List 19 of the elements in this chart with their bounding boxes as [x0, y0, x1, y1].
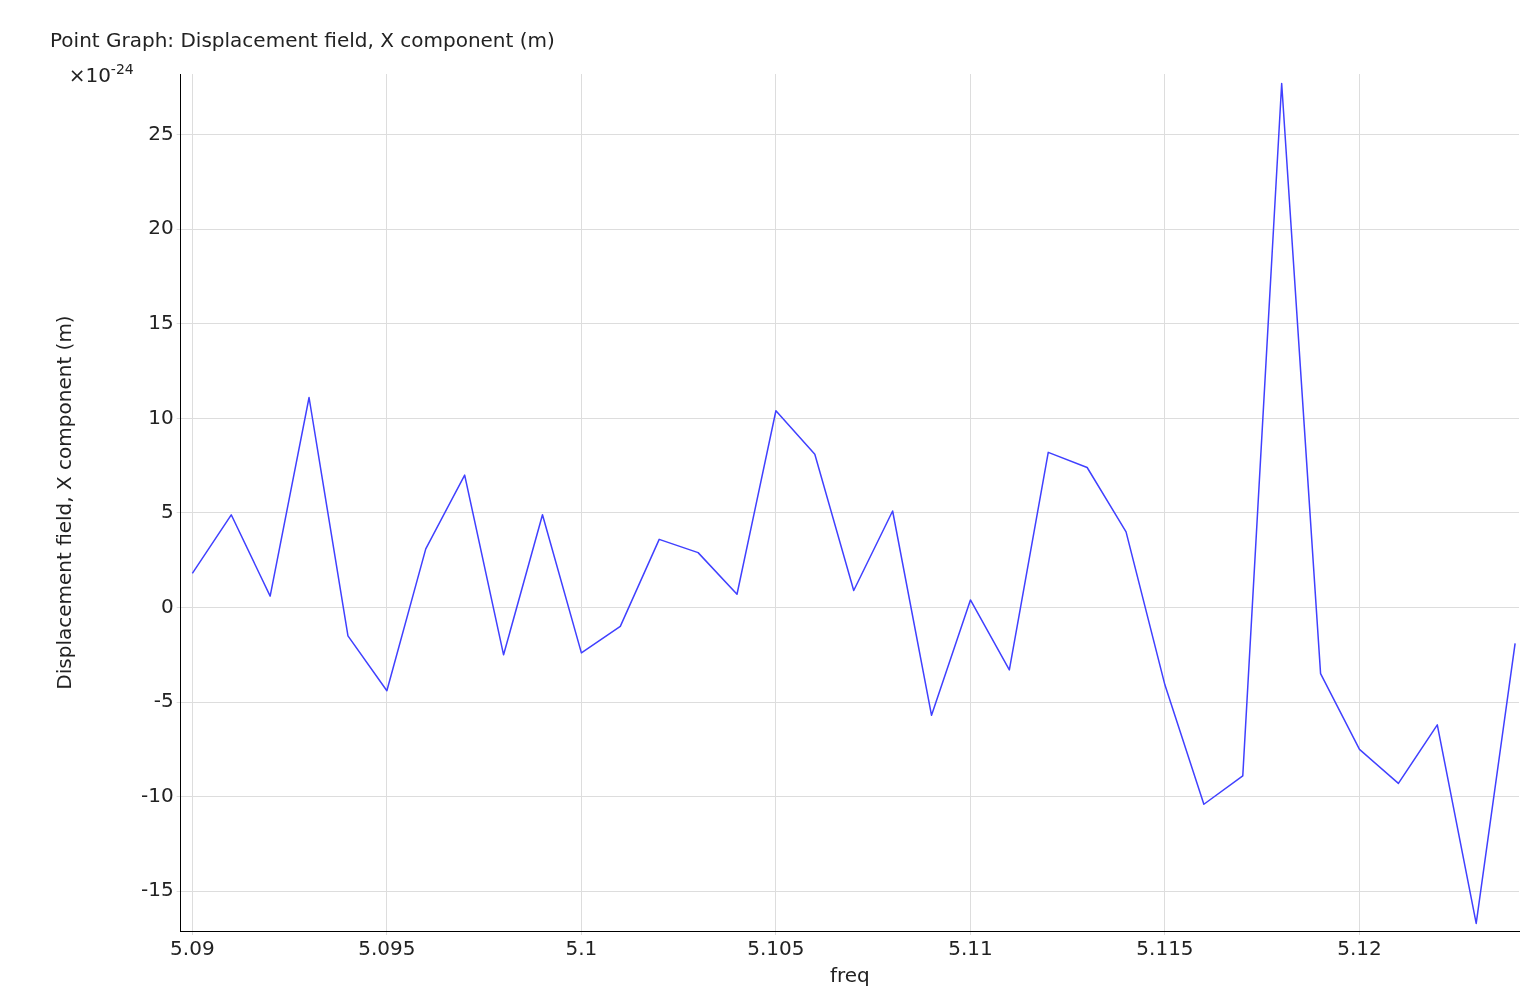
y-tick-label: -15 — [140, 877, 174, 902]
x-tick-label: 5.09 — [170, 936, 215, 961]
x-tick-label: 5.12 — [1337, 936, 1382, 961]
x-tick-label: 5.095 — [358, 936, 416, 961]
chart-title: Point Graph: Displacement field, X component (m) — [50, 28, 555, 53]
x-axis-title: freq — [829, 963, 870, 988]
x-tick-label: 5.105 — [747, 936, 805, 961]
y-tick-label: 5 — [160, 499, 174, 524]
y-tick-label: -5 — [153, 688, 174, 713]
x-tick-label: 5.11 — [948, 936, 993, 961]
x-tick-label: 5.1 — [565, 936, 598, 961]
x-tick-label: 5.115 — [1136, 936, 1194, 961]
y-tick-label: 15 — [148, 309, 174, 334]
y-tick-label: 0 — [160, 593, 174, 618]
y-tick-label: -10 — [140, 782, 174, 807]
y-tick-label: 10 — [148, 404, 174, 429]
y-tick-label: 20 — [148, 215, 174, 240]
y-axis-title: Displacement field, X component (m) — [52, 315, 77, 690]
y-tick-label: 25 — [148, 120, 174, 145]
